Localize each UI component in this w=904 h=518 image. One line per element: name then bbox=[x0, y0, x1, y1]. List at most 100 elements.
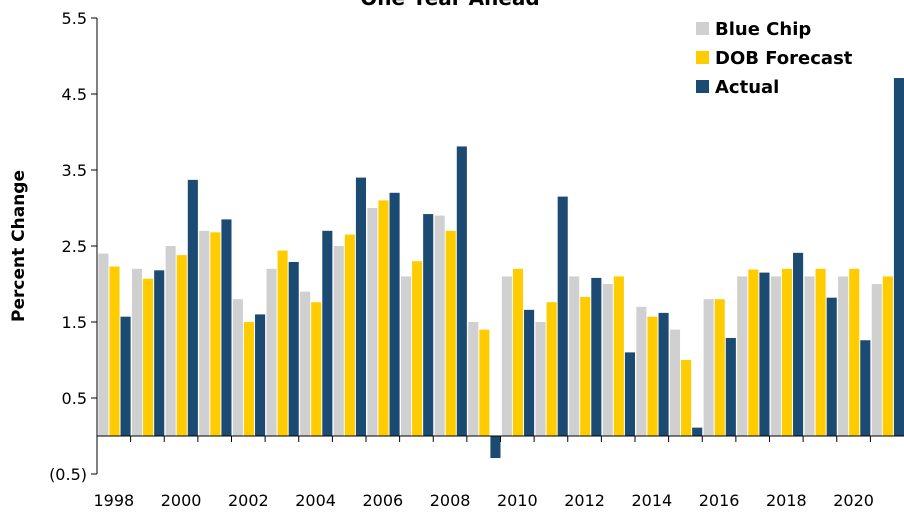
legend-swatch bbox=[696, 22, 709, 35]
bar bbox=[120, 316, 131, 436]
bar bbox=[781, 268, 793, 436]
bar bbox=[423, 214, 434, 436]
bar bbox=[479, 329, 490, 436]
x-tick-label: 2020 bbox=[833, 491, 874, 510]
y-axis-label: Percent Change bbox=[9, 170, 29, 322]
legend-label: Actual bbox=[715, 77, 779, 98]
bar bbox=[176, 255, 187, 436]
bar bbox=[221, 219, 232, 436]
bar bbox=[714, 299, 725, 436]
bar bbox=[636, 306, 647, 436]
bar bbox=[288, 261, 299, 436]
bar bbox=[557, 196, 568, 436]
bar bbox=[445, 230, 456, 436]
x-tick-label: 2012 bbox=[564, 491, 605, 510]
y-tick-label: 4.5 bbox=[62, 85, 87, 104]
bar bbox=[647, 316, 658, 436]
bar bbox=[804, 276, 815, 436]
bar bbox=[266, 268, 277, 436]
bar bbox=[187, 179, 198, 436]
bar bbox=[367, 208, 378, 436]
bar bbox=[546, 302, 557, 436]
y-tick-label: 5.5 bbox=[62, 9, 87, 28]
bar bbox=[109, 266, 120, 436]
bar bbox=[602, 284, 613, 436]
bar bbox=[434, 215, 445, 436]
x-tick-label: 2010 bbox=[497, 491, 538, 510]
bar bbox=[703, 299, 714, 436]
legend-swatch bbox=[696, 80, 709, 93]
y-tick-label: (0.5) bbox=[49, 465, 87, 484]
bar bbox=[468, 322, 479, 436]
x-tick-label: 2006 bbox=[362, 491, 403, 510]
bar bbox=[893, 78, 904, 436]
bar bbox=[300, 291, 311, 436]
legend-label: DOB Forecast bbox=[715, 48, 853, 69]
bar bbox=[815, 268, 826, 436]
x-tick-label: 2000 bbox=[161, 491, 202, 510]
bar bbox=[624, 352, 635, 436]
bar bbox=[569, 276, 580, 436]
x-tick-label: 1998 bbox=[93, 491, 134, 510]
bar bbox=[255, 314, 266, 436]
bar bbox=[322, 230, 333, 436]
y-tick-label: 0.5 bbox=[62, 389, 87, 408]
bar bbox=[355, 177, 366, 436]
bar bbox=[311, 302, 322, 436]
bar bbox=[681, 360, 692, 436]
bar bbox=[389, 192, 400, 436]
bar bbox=[243, 322, 255, 436]
bar bbox=[512, 268, 524, 436]
bar bbox=[501, 276, 512, 436]
bar bbox=[882, 276, 893, 436]
bar bbox=[748, 269, 759, 436]
bar bbox=[199, 230, 210, 436]
bar bbox=[591, 277, 602, 436]
x-tick-label: 2016 bbox=[699, 491, 740, 510]
bar bbox=[154, 270, 165, 436]
legend-label: Blue Chip bbox=[715, 19, 811, 40]
x-tick-label: 2008 bbox=[430, 491, 471, 510]
bar bbox=[759, 272, 770, 436]
bar bbox=[692, 427, 703, 436]
bar bbox=[333, 246, 344, 436]
bar bbox=[725, 337, 736, 436]
bar bbox=[400, 276, 412, 436]
bar bbox=[793, 252, 804, 436]
bar bbox=[613, 276, 624, 436]
bar bbox=[860, 340, 871, 436]
bar bbox=[580, 296, 591, 436]
bar bbox=[412, 261, 423, 436]
bar bbox=[669, 329, 681, 436]
bar bbox=[277, 250, 288, 436]
chart-title: One Year Ahead bbox=[360, 0, 539, 10]
bar bbox=[524, 309, 535, 436]
bar bbox=[838, 276, 849, 436]
bar bbox=[143, 278, 154, 436]
bar bbox=[535, 322, 546, 436]
bar bbox=[210, 232, 221, 436]
x-tick-label: 2018 bbox=[766, 491, 807, 510]
bar bbox=[826, 297, 837, 436]
x-tick-label: 2002 bbox=[228, 491, 269, 510]
bar bbox=[456, 146, 467, 436]
y-tick-label: 3.5 bbox=[62, 161, 87, 180]
bar bbox=[378, 200, 389, 436]
bar bbox=[344, 234, 355, 436]
bar bbox=[165, 246, 176, 436]
bar bbox=[658, 312, 669, 436]
bar bbox=[232, 299, 243, 436]
bar bbox=[871, 284, 882, 436]
x-tick-label: 2014 bbox=[631, 491, 672, 510]
bar bbox=[770, 276, 781, 436]
bar bbox=[849, 268, 860, 436]
x-tick-label: 2004 bbox=[295, 491, 336, 510]
y-tick-label: 1.5 bbox=[62, 313, 87, 332]
bar bbox=[737, 276, 748, 436]
bar bbox=[490, 436, 501, 459]
bar bbox=[98, 253, 109, 436]
y-tick-label: 2.5 bbox=[62, 237, 87, 256]
legend-swatch bbox=[696, 51, 709, 64]
bar bbox=[131, 268, 143, 436]
